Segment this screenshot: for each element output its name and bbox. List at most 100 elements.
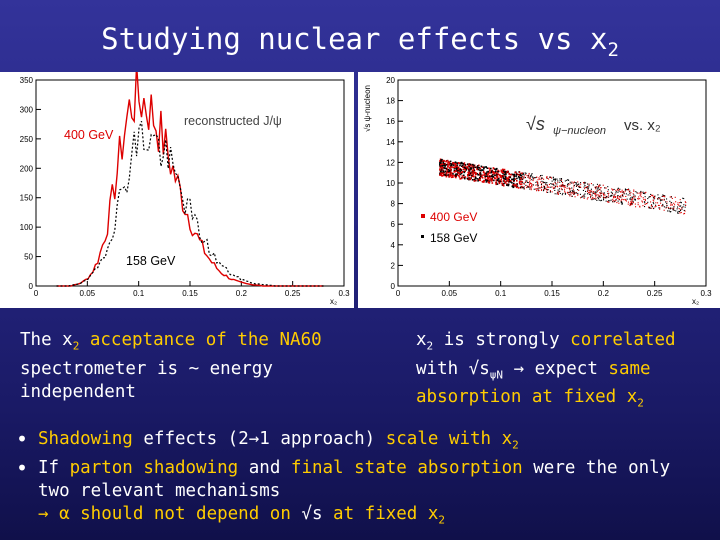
sqrt-s-plot-frame xyxy=(397,79,707,287)
scatter-point xyxy=(479,169,481,172)
scatter-point xyxy=(654,206,656,208)
scatter-point xyxy=(502,168,504,171)
scatter-point xyxy=(445,167,448,170)
scatter-point xyxy=(440,166,443,169)
scatter-point xyxy=(552,177,554,179)
scatter-point xyxy=(480,165,483,168)
scatter-point xyxy=(451,163,453,165)
scatter-point xyxy=(644,192,646,194)
scatter-point xyxy=(660,199,662,201)
scatter-point xyxy=(495,179,498,182)
scatter-point xyxy=(486,176,489,179)
scatter-point xyxy=(671,202,673,204)
scatter-point xyxy=(481,166,484,168)
scatter-point xyxy=(552,184,554,186)
scatter-point xyxy=(574,192,576,194)
scatter-point xyxy=(681,208,683,210)
scatter-point xyxy=(530,176,532,178)
scatter-point xyxy=(663,195,665,197)
scatter-point xyxy=(490,167,492,170)
scatter-point xyxy=(559,190,561,192)
scatter-point xyxy=(544,188,546,190)
scatter-point xyxy=(449,171,452,173)
scatter-point xyxy=(543,185,545,187)
scatter-point xyxy=(564,188,566,190)
bullet1-sub: 2 xyxy=(512,438,519,452)
scatter-point xyxy=(582,189,584,191)
conclusion-bullets: • Shadowing effects (2→1 approach) scale… xyxy=(16,428,716,531)
scatter-point xyxy=(600,200,602,202)
scatter-point xyxy=(633,190,635,192)
scatter-point xyxy=(655,202,657,204)
scatter-point xyxy=(633,194,635,196)
scatter-point xyxy=(564,186,566,188)
x-tick-label: 0.05 xyxy=(80,289,96,298)
scatter-point xyxy=(530,189,532,191)
scatter-point xyxy=(614,193,616,195)
scatter-point xyxy=(500,178,502,181)
scatter-point xyxy=(614,197,616,199)
scatter-point xyxy=(629,193,631,195)
scatter-point xyxy=(564,193,566,195)
scatter-point xyxy=(547,189,549,191)
scatter-point xyxy=(524,181,526,183)
scatter-point xyxy=(468,176,470,179)
scatter-point xyxy=(517,187,520,189)
scatter-point xyxy=(648,206,650,208)
scatter-point xyxy=(480,175,483,177)
scatter-point xyxy=(603,199,605,201)
scatter-point xyxy=(446,174,448,177)
scatter-point xyxy=(504,181,506,183)
scatter-point xyxy=(444,170,447,173)
x-tick-label: 0.3 xyxy=(338,289,350,298)
scatter-point xyxy=(599,195,601,197)
scatter-point xyxy=(485,166,487,168)
scatter-point xyxy=(505,176,508,179)
scatter-point xyxy=(504,178,507,180)
scatter-point xyxy=(677,202,679,204)
scatter-point xyxy=(500,175,502,177)
scatter-point xyxy=(493,177,496,179)
scatter-point xyxy=(587,183,589,185)
scatter-point xyxy=(486,178,488,181)
scatter-point xyxy=(684,212,686,214)
scatter-point xyxy=(670,196,672,198)
scatter-point xyxy=(567,191,569,193)
scatter-point xyxy=(590,195,592,197)
x-tick-label: 0.3 xyxy=(700,289,712,298)
scatter-point xyxy=(560,186,562,188)
scatter-point xyxy=(500,170,503,173)
scatter-point xyxy=(671,203,673,205)
scatter-point xyxy=(450,176,453,179)
scatter-point xyxy=(467,164,470,167)
scatter-point xyxy=(541,180,543,182)
scatter-point xyxy=(439,164,441,166)
scatter-point xyxy=(511,178,514,181)
scatter-point xyxy=(471,179,474,181)
scatter-point xyxy=(651,204,653,206)
scatter-point xyxy=(561,184,563,186)
scatter-point xyxy=(617,197,619,199)
scatter-point xyxy=(449,170,452,172)
scatter-point xyxy=(471,169,474,172)
scatter-point xyxy=(616,197,618,199)
scatter-point xyxy=(669,208,671,210)
scatter-point xyxy=(632,196,634,198)
scatter-point xyxy=(567,183,569,185)
scatter-point xyxy=(474,176,477,179)
scatter-point xyxy=(607,196,609,198)
scatter-point xyxy=(529,181,531,183)
scatter-point xyxy=(677,212,679,214)
scatter-point xyxy=(605,200,607,202)
scatter-point xyxy=(574,182,576,184)
scatter-point xyxy=(595,194,597,196)
scatter-point xyxy=(503,178,506,180)
slide-title-text: Studying nuclear effects vs x xyxy=(101,22,608,56)
scatter-point xyxy=(463,168,465,171)
y-tick-label: 50 xyxy=(24,253,33,262)
scatter-point xyxy=(513,177,515,179)
scatter-point xyxy=(587,186,589,188)
scatter-point xyxy=(617,191,619,193)
scatter-point xyxy=(635,191,637,193)
scatter-point xyxy=(510,180,512,182)
